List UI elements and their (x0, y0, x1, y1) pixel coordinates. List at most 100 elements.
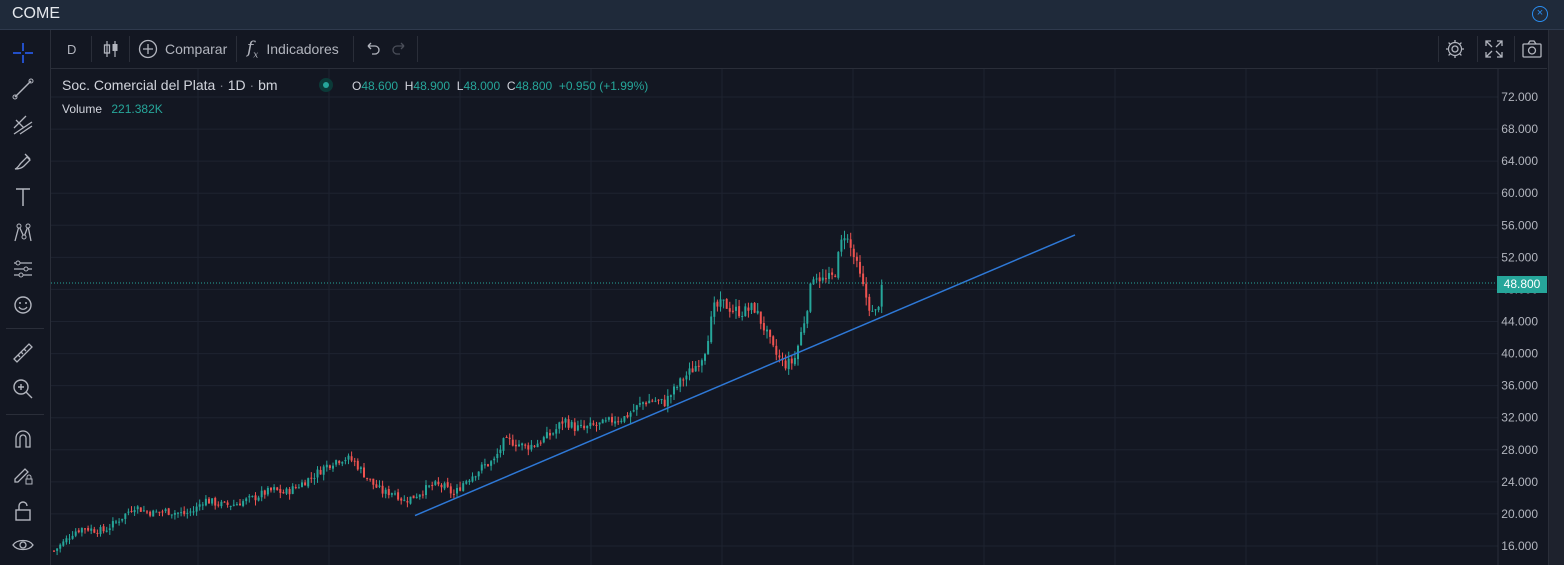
candle-body (626, 415, 629, 418)
compare-button[interactable]: Comparar (138, 30, 227, 68)
candle-body (394, 493, 396, 495)
candle-body (679, 378, 682, 387)
candle (378, 480, 381, 489)
candle-body (186, 512, 189, 514)
candle-body (468, 480, 471, 483)
candle-body (279, 488, 282, 493)
candle (350, 451, 353, 463)
candle-body (877, 306, 880, 310)
candle (769, 329, 772, 344)
candle (611, 413, 613, 426)
ruler-icon[interactable] (10, 340, 36, 366)
pitchfork-icon[interactable] (10, 112, 36, 138)
window-title: COME (12, 5, 60, 22)
fullscreen-icon[interactable] (1483, 30, 1505, 68)
candle-body (583, 425, 586, 429)
candle (710, 311, 713, 344)
candle (440, 483, 443, 493)
candle (434, 479, 437, 486)
candle-body (344, 459, 347, 462)
candle-body (124, 513, 127, 519)
candle (688, 362, 691, 381)
candle (511, 434, 514, 447)
prediction-tools-icon[interactable] (10, 256, 36, 282)
pattern-icon[interactable] (10, 220, 36, 246)
candle (580, 419, 582, 429)
candle (812, 276, 815, 285)
candle-body (862, 273, 865, 285)
crosshair-icon[interactable] (10, 40, 36, 66)
close-icon[interactable]: × (1532, 6, 1548, 22)
candle (759, 311, 762, 330)
candle (229, 505, 232, 511)
price-axis-label: 20.000 (1501, 507, 1538, 521)
price-axis-label: 36.000 (1501, 379, 1538, 393)
plus-circle-icon (138, 39, 158, 59)
eye-icon[interactable] (10, 532, 36, 558)
candle (490, 459, 493, 471)
candle-body (127, 511, 130, 513)
candle-body (229, 505, 232, 507)
candle (245, 497, 248, 505)
candle-body (617, 421, 620, 423)
candle-body (257, 497, 260, 501)
emoji-icon[interactable] (10, 292, 36, 318)
candle (570, 419, 573, 429)
candle-body (121, 518, 124, 521)
lock-drawing-icon[interactable] (10, 462, 36, 488)
candle-body (607, 417, 610, 420)
candle-body (576, 425, 579, 431)
unlock-icon[interactable] (10, 498, 36, 524)
candle-body (325, 464, 328, 468)
close-value: 48.800 (515, 79, 553, 93)
candle (831, 268, 834, 280)
candle (604, 417, 607, 423)
indicators-button[interactable]: fx Indicadores (247, 30, 339, 68)
candle-body (629, 412, 632, 417)
candle-body (480, 464, 483, 471)
candle (102, 523, 105, 534)
candle-body (412, 495, 415, 499)
candle-body (595, 424, 598, 426)
candle-body (440, 484, 443, 488)
candle (195, 502, 198, 516)
candle-body (623, 416, 626, 422)
candle (111, 517, 114, 531)
candle-body (514, 444, 517, 447)
zoom-in-icon[interactable] (10, 376, 36, 402)
candle-body (611, 416, 613, 423)
undo-icon[interactable] (363, 30, 381, 68)
candle-body (564, 418, 567, 423)
candle-body (614, 421, 617, 424)
candle-body (725, 299, 728, 309)
camera-icon[interactable] (1521, 30, 1543, 68)
candle (855, 252, 858, 268)
candle-body (304, 482, 307, 486)
chart-legend: Soc. Comercial del Plata · 1D · bm (62, 77, 278, 93)
price-chart[interactable]: 72.000 68.000 64.000 60.000 56.000 52.000 48.0… (51, 69, 1547, 565)
redo-icon[interactable] (391, 30, 409, 68)
candle (679, 377, 682, 393)
magnet-icon[interactable] (10, 426, 36, 452)
candle-body (849, 239, 852, 248)
candle (775, 339, 778, 361)
candle (660, 398, 663, 405)
trend-line-icon[interactable] (10, 76, 36, 102)
candles-icon[interactable] (101, 30, 121, 68)
candle-body (673, 386, 675, 395)
candle (232, 499, 235, 507)
candle (573, 418, 576, 436)
candle (155, 509, 158, 513)
candle (527, 442, 530, 456)
interval-selector[interactable]: D (67, 41, 77, 57)
settings-gear-icon[interactable] (1444, 30, 1466, 68)
symbol-name[interactable]: Soc. Comercial del Plata (62, 77, 216, 93)
candle (428, 484, 431, 489)
market-status-icon[interactable] (319, 78, 333, 92)
candle-body (273, 487, 276, 490)
candle (614, 416, 617, 427)
text-icon[interactable] (10, 184, 36, 210)
candle (607, 416, 610, 422)
candle (59, 543, 62, 553)
brush-icon[interactable] (10, 148, 36, 174)
